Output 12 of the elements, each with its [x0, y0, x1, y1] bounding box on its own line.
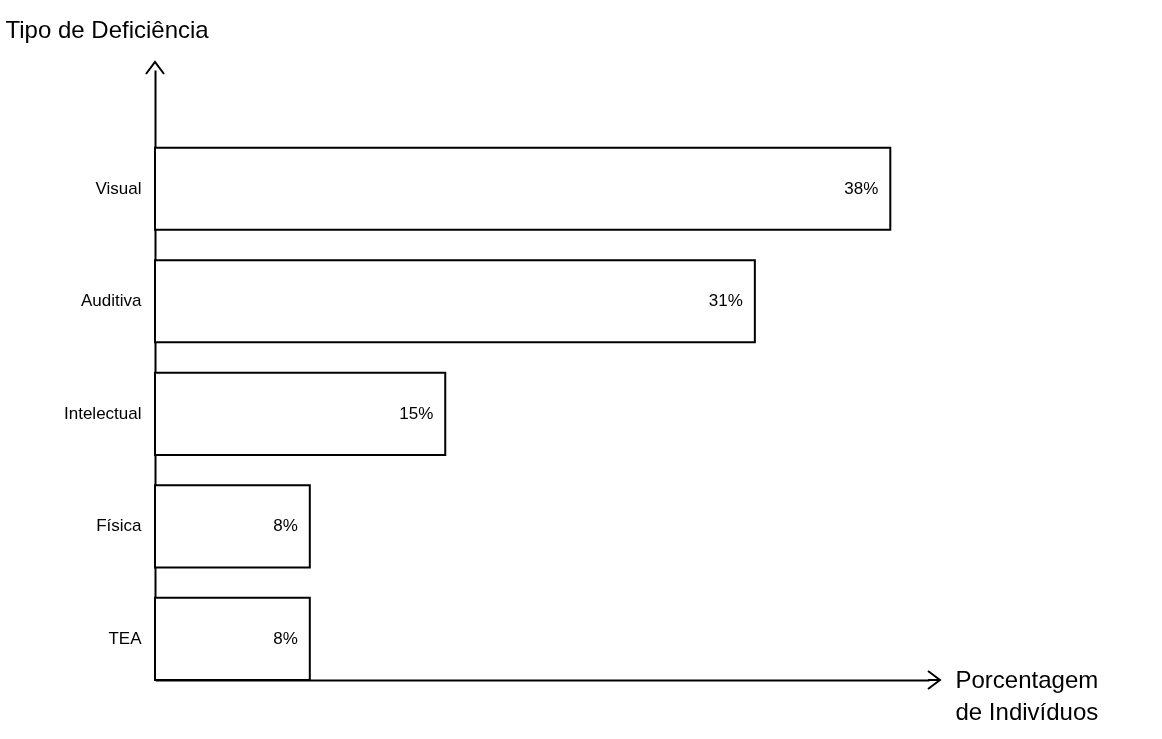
data-label: 31%	[708, 291, 743, 311]
x-axis-title: Porcentagem de Indivíduos	[955, 665, 1099, 725]
data-label: 15%	[399, 403, 434, 423]
y-tick-label: Intelectual	[64, 403, 142, 423]
y-tick-label: Visual	[95, 178, 142, 198]
y-axis-title: Tipo de Deficiência	[5, 15, 210, 43]
y-tick-label: Auditiva	[81, 291, 143, 311]
y-tick-label: Física	[96, 516, 143, 536]
y-tick-label: TEA	[108, 628, 143, 648]
data-label: 8%	[273, 516, 298, 536]
data-label: 8%	[273, 628, 298, 648]
data-label: 38%	[844, 178, 879, 198]
